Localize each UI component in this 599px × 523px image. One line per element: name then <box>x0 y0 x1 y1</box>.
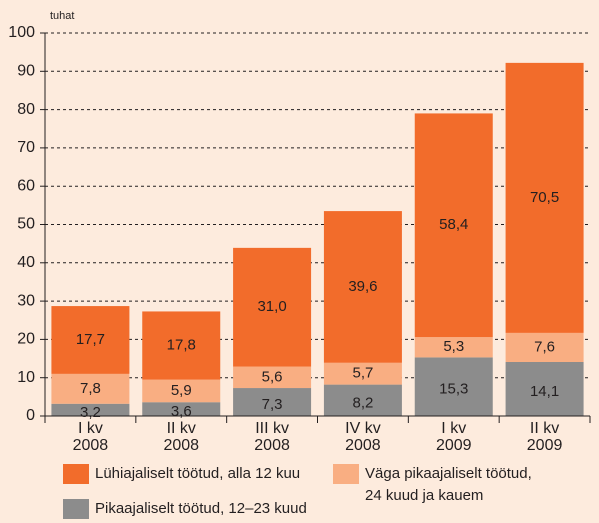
bar-segment <box>51 306 130 374</box>
x-tick-label: II kv 2008 <box>163 420 199 454</box>
legend-label: Lühiajaliselt töötud, alla 12 kuu <box>95 465 300 482</box>
data-label: 39,6 <box>348 278 377 295</box>
legend-label: Pikaajaliselt töötud, 12–23 kuud <box>95 500 307 517</box>
y-tick-label: 30 <box>17 292 35 309</box>
data-label: 5,7 <box>352 365 373 382</box>
bar-segment <box>414 337 493 358</box>
bar-segment <box>233 247 312 367</box>
bar-segment <box>505 361 584 416</box>
bar-segment <box>51 403 130 416</box>
y-tick-label: 10 <box>17 369 35 386</box>
y-tick-label: 40 <box>17 254 35 271</box>
x-tick-label: I kv 2009 <box>436 420 472 454</box>
bar-segment <box>323 211 402 363</box>
y-tick-label: 60 <box>17 177 35 194</box>
legend-swatch <box>333 464 359 484</box>
data-label: 8,2 <box>352 394 373 411</box>
data-label: 7,3 <box>262 396 283 413</box>
data-label: 17,7 <box>76 331 105 348</box>
x-tick-label: II kv 2009 <box>527 420 563 454</box>
bar-segment <box>142 402 221 416</box>
bar-segment <box>505 332 584 362</box>
y-tick-label: 50 <box>17 216 35 233</box>
data-label: 31,0 <box>257 298 286 315</box>
bar-segment <box>414 113 493 338</box>
bar-segment <box>505 62 584 333</box>
bar-segment <box>233 388 312 416</box>
data-label: 70,5 <box>530 189 559 206</box>
data-label: 14,1 <box>530 383 559 400</box>
y-tick-label: 80 <box>17 101 35 118</box>
data-label: 5,6 <box>262 368 283 385</box>
bar-segment <box>142 311 221 380</box>
legend-swatch <box>63 499 89 519</box>
data-label: 7,6 <box>534 338 555 355</box>
bar-segment <box>323 384 402 416</box>
x-tick-label: I kv 2008 <box>73 420 109 454</box>
bar-segment <box>323 362 402 385</box>
data-label: 58,4 <box>439 216 468 233</box>
legend-label: Väga pikaajaliselt töötud, 24 kuud ja kau… <box>365 465 532 504</box>
bar-segment <box>142 379 221 403</box>
data-label: 15,3 <box>439 381 468 398</box>
y-tick-label: 70 <box>17 139 35 156</box>
y-axis-label: tuhat <box>50 10 74 22</box>
y-tick-label: 20 <box>17 331 35 348</box>
y-tick-label: 100 <box>8 24 35 41</box>
data-label: 5,9 <box>171 382 192 399</box>
data-label: 5,3 <box>443 338 464 355</box>
y-tick-label: 90 <box>17 63 35 80</box>
legend-swatch <box>63 464 89 484</box>
data-label: 3,6 <box>171 403 192 420</box>
y-tick-label: 0 <box>26 407 35 424</box>
data-label: 7,8 <box>80 380 101 397</box>
data-label: 17,8 <box>167 336 196 353</box>
bar-segment <box>51 373 130 404</box>
x-tick-label: III kv 2008 <box>254 420 290 454</box>
bar-segment <box>233 366 312 389</box>
data-label: 3,2 <box>80 404 101 421</box>
x-tick-label: IV kv 2008 <box>345 420 381 454</box>
bar-segment <box>414 357 493 416</box>
